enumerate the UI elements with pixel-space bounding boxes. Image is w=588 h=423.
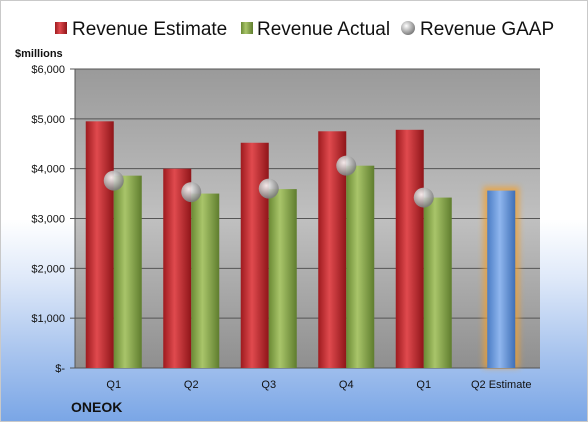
bar-revenue-actual (423, 197, 452, 368)
bar-revenue-estimate (395, 129, 424, 368)
x-category-label: Q2 Estimate (471, 379, 532, 391)
bar-revenue-estimate (163, 168, 192, 368)
bar-revenue-estimate (240, 142, 269, 368)
legend-label-estimate: Revenue Estimate (72, 19, 227, 40)
gaap-markers (103, 155, 434, 208)
marker-revenue-gaap (258, 178, 279, 199)
marker-revenue-gaap (336, 155, 357, 176)
marker-revenue-gaap (181, 182, 202, 203)
legend-swatch-gaap (401, 21, 415, 35)
company-name: ONEOK (71, 399, 122, 415)
bar-revenue-actual (113, 175, 142, 368)
bar-revenue-actual (191, 193, 220, 368)
legend-label-gaap: Revenue GAAP (420, 19, 554, 40)
x-category-label: Q1 (106, 379, 121, 391)
x-category-label: Q3 (261, 379, 276, 391)
bar-q2-estimate (487, 190, 516, 368)
legend: Revenue Estimate Revenue Actual Revenue … (55, 19, 554, 40)
y-tick-label: $4,000 (31, 164, 65, 176)
y-tick-label: $6,000 (31, 64, 65, 76)
gridlines (75, 68, 540, 369)
bar-revenue-actual (346, 165, 375, 368)
y-tick-label: $2,000 (31, 263, 65, 275)
legend-swatch-estimate (55, 22, 67, 34)
unit-label: $millions (15, 48, 63, 60)
y-tick-label: $5,000 (31, 114, 65, 126)
x-category-label: Q4 (339, 379, 354, 391)
x-category-label: Q2 (184, 379, 199, 391)
bar-revenue-estimate (85, 121, 114, 368)
x-axis-labels: Q1 Q2 Q3 Q4 Q1 Q2 Estimate (106, 379, 531, 391)
legend-label-actual: Revenue Actual (257, 19, 390, 40)
y-tick-label: $- (55, 363, 65, 375)
marker-revenue-gaap (103, 170, 124, 191)
y-axis-ticks: $- $1,000 $2,000 $3,000 $4,000 $5,000 $6,000 (31, 64, 76, 375)
bars (85, 121, 520, 368)
y-tick-label: $3,000 (31, 214, 65, 226)
x-category-label: Q1 (416, 379, 431, 391)
marker-revenue-gaap (413, 187, 434, 208)
y-tick-label: $1,000 (31, 313, 65, 325)
bar-revenue-actual (268, 189, 297, 368)
legend-swatch-actual (241, 22, 253, 34)
